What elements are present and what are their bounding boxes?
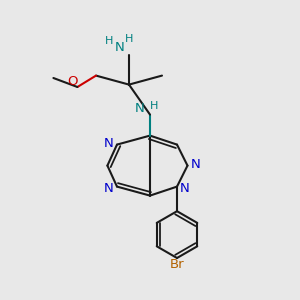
Text: H: H xyxy=(125,34,133,44)
Text: H: H xyxy=(105,36,114,46)
Text: N: N xyxy=(115,40,125,54)
Text: Br: Br xyxy=(170,257,184,271)
Text: N: N xyxy=(180,182,190,195)
Text: H: H xyxy=(150,100,159,111)
Text: N: N xyxy=(104,182,114,195)
Text: O: O xyxy=(67,75,78,88)
Text: N: N xyxy=(191,158,200,171)
Text: N: N xyxy=(135,102,145,115)
Text: N: N xyxy=(104,136,114,150)
